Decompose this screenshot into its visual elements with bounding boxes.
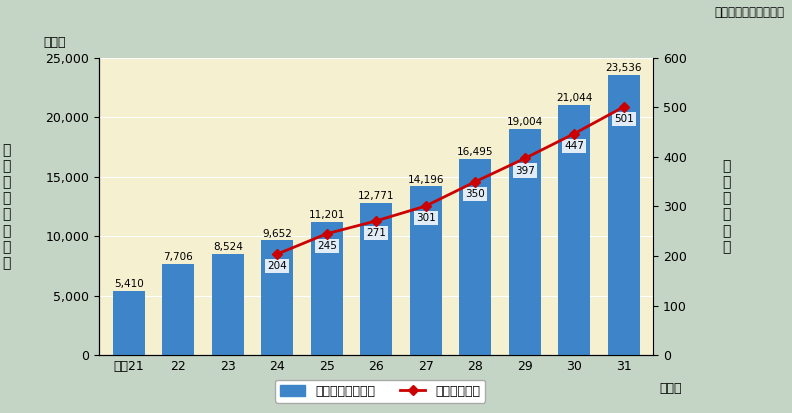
- Text: （各年４月１日現在）: （各年４月１日現在）: [714, 6, 784, 19]
- Text: 350: 350: [466, 189, 485, 199]
- Legend: 機能別消防団員数, 導入市町村数: 機能別消防団員数, 導入市町村数: [275, 380, 485, 403]
- Bar: [211, 254, 244, 355]
- Text: 301: 301: [416, 213, 436, 223]
- Text: 447: 447: [564, 141, 584, 151]
- Text: 16,495: 16,495: [457, 147, 493, 157]
- Y-axis label: 機
能
別
消
防
団
員
数: 機 能 別 消 防 団 員 数: [2, 143, 11, 270]
- Bar: [607, 75, 640, 355]
- Bar: [409, 186, 442, 355]
- Text: 12,771: 12,771: [358, 192, 394, 202]
- Bar: [360, 203, 392, 355]
- Text: 21,044: 21,044: [556, 93, 592, 103]
- Bar: [310, 222, 343, 355]
- Text: 19,004: 19,004: [507, 117, 543, 127]
- Text: （人）: （人）: [44, 36, 66, 49]
- Bar: [558, 105, 590, 355]
- Text: 397: 397: [515, 166, 535, 176]
- Text: 8,524: 8,524: [213, 242, 242, 252]
- Text: 204: 204: [268, 261, 287, 271]
- Bar: [508, 129, 541, 355]
- Text: 271: 271: [366, 228, 386, 238]
- Text: 14,196: 14,196: [407, 175, 444, 185]
- Bar: [112, 291, 145, 355]
- Bar: [162, 263, 194, 355]
- Text: 7,706: 7,706: [163, 252, 193, 262]
- Bar: [459, 159, 491, 355]
- Text: 245: 245: [317, 241, 337, 251]
- Text: 9,652: 9,652: [262, 228, 292, 239]
- Text: 11,201: 11,201: [309, 210, 345, 220]
- Text: 23,536: 23,536: [605, 64, 642, 74]
- Text: 5,410: 5,410: [114, 279, 143, 289]
- Bar: [261, 240, 293, 355]
- Y-axis label: 導
入
市
町
村
数: 導 入 市 町 村 数: [722, 159, 730, 254]
- Text: 501: 501: [614, 114, 634, 124]
- Text: （年）: （年）: [659, 382, 681, 395]
